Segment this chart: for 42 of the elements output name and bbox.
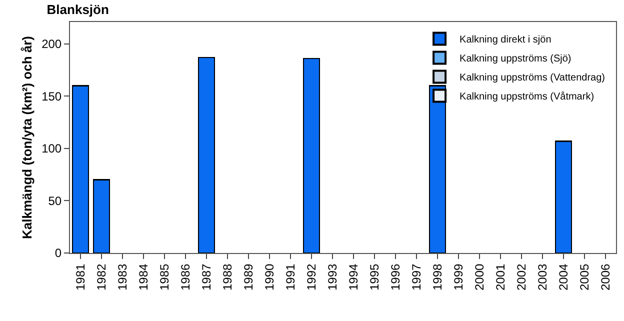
x-tick-label: 1983 — [115, 263, 130, 291]
x-tick-label: 1994 — [346, 263, 360, 291]
x-tick-label: 1989 — [241, 263, 256, 291]
x-tick-label: 1988 — [220, 263, 234, 291]
x-tick-label: 1993 — [325, 263, 340, 291]
x-tick-label: 1997 — [409, 263, 424, 291]
x-tick-label: 1998 — [430, 263, 444, 291]
x-tick-label: 2006 — [598, 263, 612, 291]
x-tick-label: 1982 — [94, 263, 108, 291]
x-tick-label: 1991 — [283, 263, 298, 291]
x-tick-label: 1999 — [451, 263, 466, 291]
x-tick-label: 1986 — [178, 263, 192, 291]
legend-label: Kalkning uppströms (Våtmark) — [460, 90, 594, 103]
bar — [198, 56, 215, 253]
bar — [555, 140, 572, 253]
bar — [93, 179, 110, 253]
bar — [72, 85, 89, 253]
x-tick-label: 1990 — [262, 263, 276, 291]
chart-title: Blanksjön — [46, 2, 109, 17]
x-tick-label: 1987 — [199, 263, 214, 291]
x-tick-label: 2005 — [577, 263, 592, 291]
x-tick-label: 2000 — [472, 263, 486, 291]
legend-label: Kalkning direkt i sjön — [460, 34, 552, 46]
bar — [303, 58, 320, 253]
y-tick-label: 200 — [42, 37, 62, 52]
x-tick-label: 2003 — [535, 263, 550, 291]
legend-label: Kalkning uppströms (Vattendrag) — [460, 72, 605, 84]
x-tick-label: 2001 — [493, 263, 508, 291]
x-tick-label: 1995 — [367, 263, 382, 291]
x-tick-label: 1981 — [73, 263, 88, 291]
x-tick-label: 2004 — [556, 263, 570, 291]
x-tick-label: 2002 — [514, 263, 528, 291]
x-tick-label: 1985 — [157, 263, 172, 291]
y-tick-label: 0 — [54, 246, 62, 260]
y-axis-title: Kalkmängd (ton/yta (km²) och år) — [20, 36, 35, 239]
y-tick-label: 50 — [48, 194, 62, 208]
y-tick-label: 100 — [42, 142, 62, 156]
x-tick-label: 1996 — [388, 263, 402, 291]
legend-label: Kalkning uppströms (Sjö) — [460, 54, 572, 65]
x-tick-label: 1984 — [136, 263, 150, 291]
y-tick-label: 150 — [42, 89, 62, 104]
x-tick-label: 1992 — [304, 263, 318, 291]
